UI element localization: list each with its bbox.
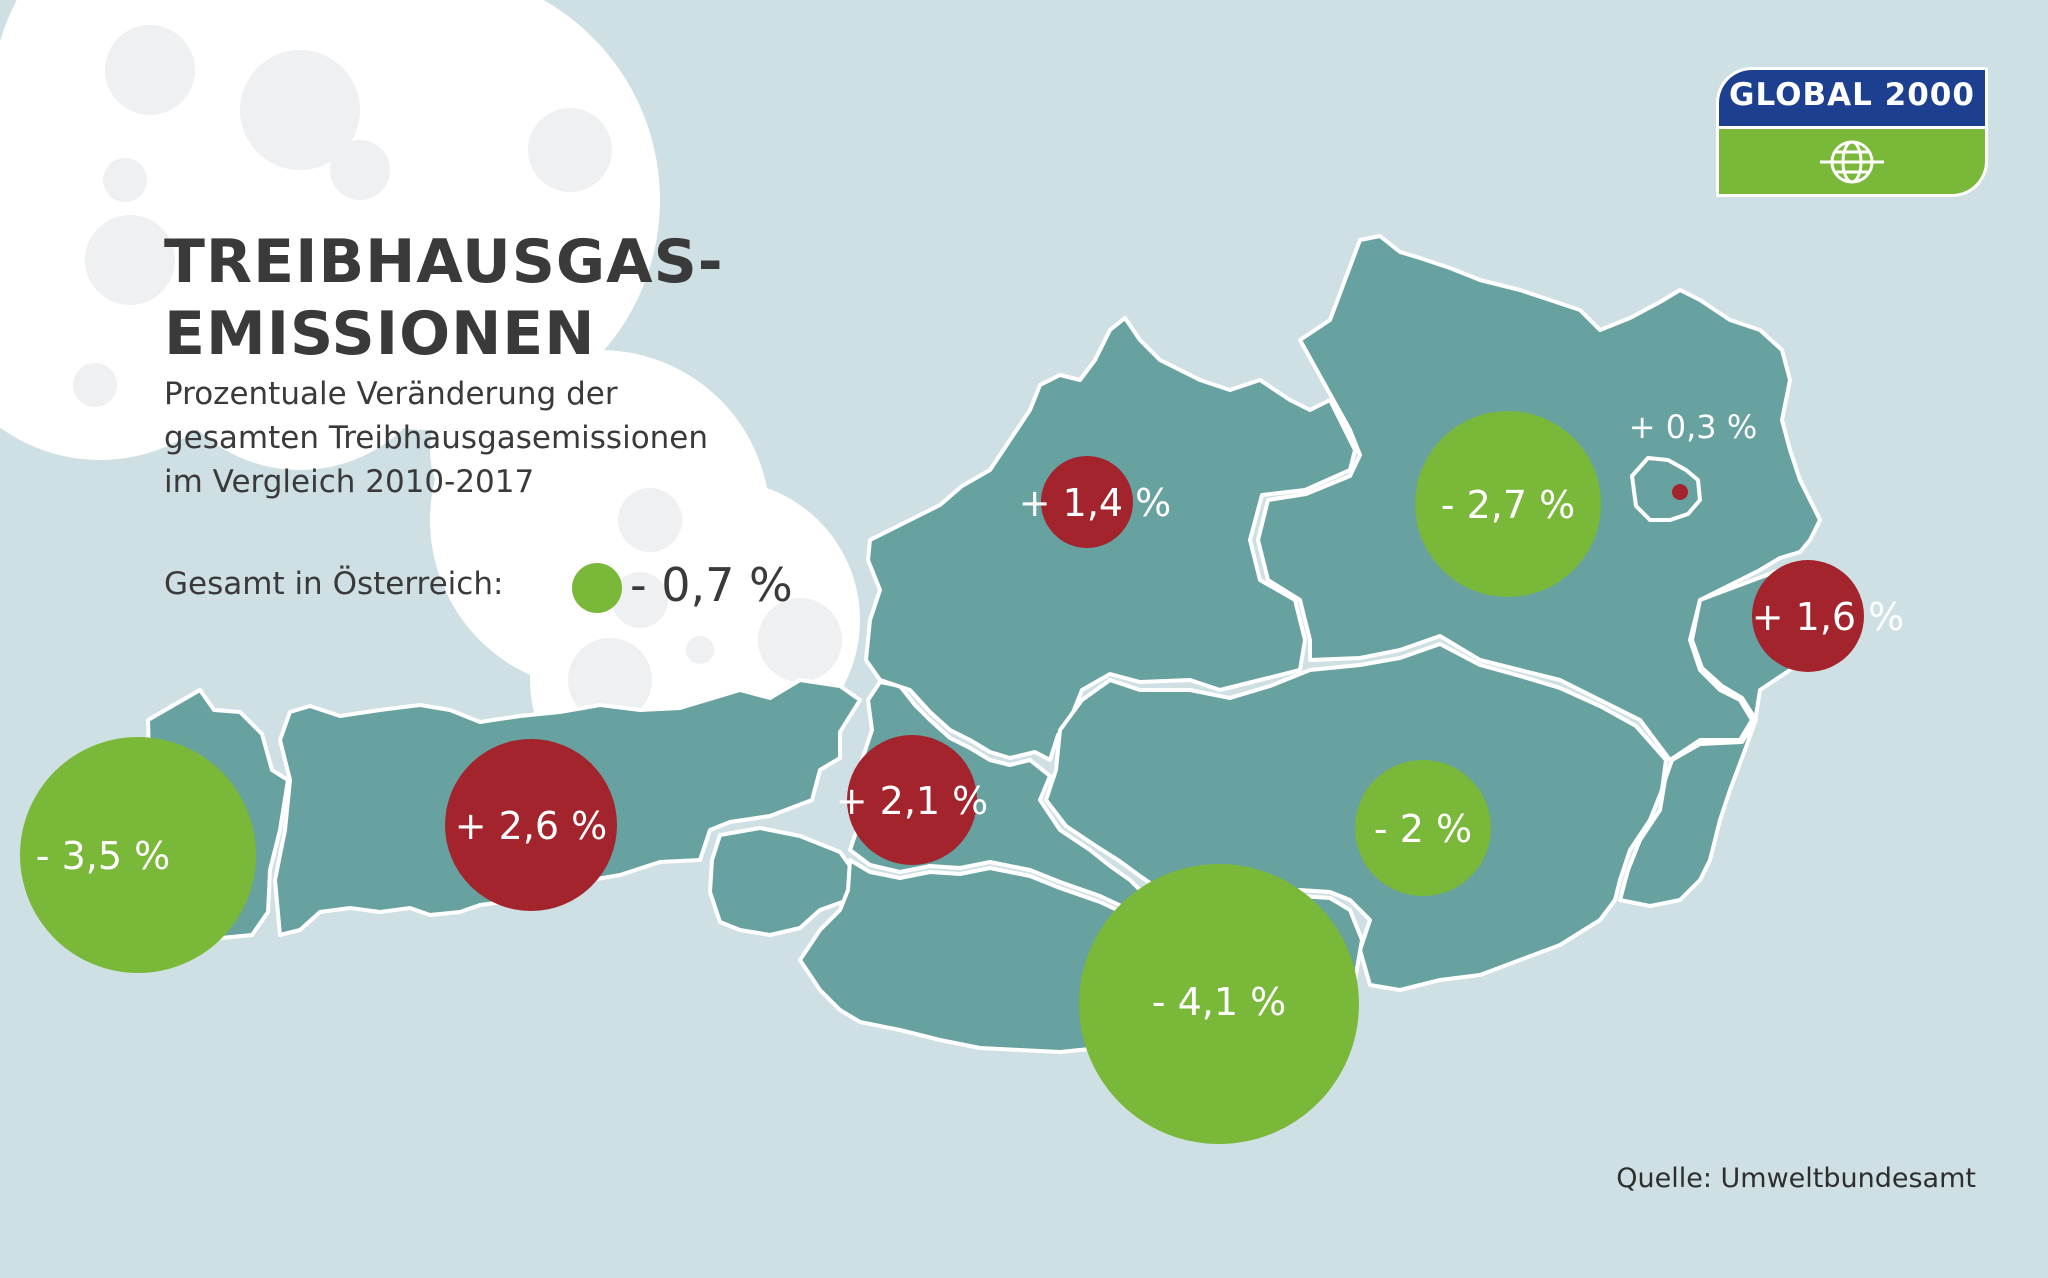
subtitle: Prozentuale Veränderung der gesamten Tre… (164, 372, 804, 504)
subtitle-line-3: im Vergleich 2010-2017 (164, 464, 535, 500)
global-2000-logo: GLOBAL 2000 (1716, 67, 1988, 197)
region-value-label-3: + 2,1 % (836, 779, 989, 823)
subtitle-line-1: Prozentuale Veränderung der (164, 376, 618, 412)
region-value-label-2: + 2,6 % (455, 804, 608, 848)
globe-icon (1820, 140, 1884, 184)
title-line-1: TREIBHAUSGAS- (164, 227, 724, 297)
title-line-2: EMISSIONEN (164, 299, 596, 369)
region-value-label-7: + 1,6 % (1752, 595, 1905, 639)
page-title: TREIBHAUSGAS- EMISSIONEN (164, 226, 724, 370)
region-marker-6 (1672, 484, 1688, 500)
logo-banner (1716, 67, 1988, 129)
region-value-label-4: + 1,4 % (1019, 481, 1172, 525)
total-indicator-dot (572, 563, 622, 613)
logo-base (1716, 129, 1988, 197)
region-value-label-5: - 2,7 % (1441, 483, 1575, 527)
region-marker-7 (1752, 560, 1864, 672)
source-note: Quelle: Umweltbundesamt (1616, 1163, 1976, 1194)
region-marker-8 (1355, 760, 1491, 896)
region-marker-3 (847, 735, 977, 865)
region-value-label-8: - 2 % (1374, 807, 1472, 851)
region-wien (1630, 456, 1702, 522)
region-marker-4 (1041, 456, 1133, 548)
region-marker-9 (1079, 864, 1359, 1144)
subtitle-line-2: gesamten Treibhausgasemissionen (164, 420, 709, 456)
region-value-label-1: - 3,5 % (36, 834, 170, 878)
region-osttirol (708, 826, 862, 937)
logo-text: GLOBAL 2000 (1729, 77, 1975, 113)
total-label: Gesamt in Österreich: (164, 566, 504, 602)
region-marker-5 (1415, 411, 1601, 597)
region-markers: - 3,5 % + 2,6 % + 2,1 % + 1,4 % - 2,7 % + 0,3… (20, 408, 1904, 1144)
region-value-label-6: + 0,3 % (1629, 408, 1757, 446)
total-value: - 0,7 % (630, 558, 793, 612)
region-marker-2 (445, 739, 617, 911)
region-marker-1 (20, 737, 256, 973)
cloud-spots (73, 25, 842, 722)
region-value-label-9: - 4,1 % (1152, 980, 1286, 1024)
